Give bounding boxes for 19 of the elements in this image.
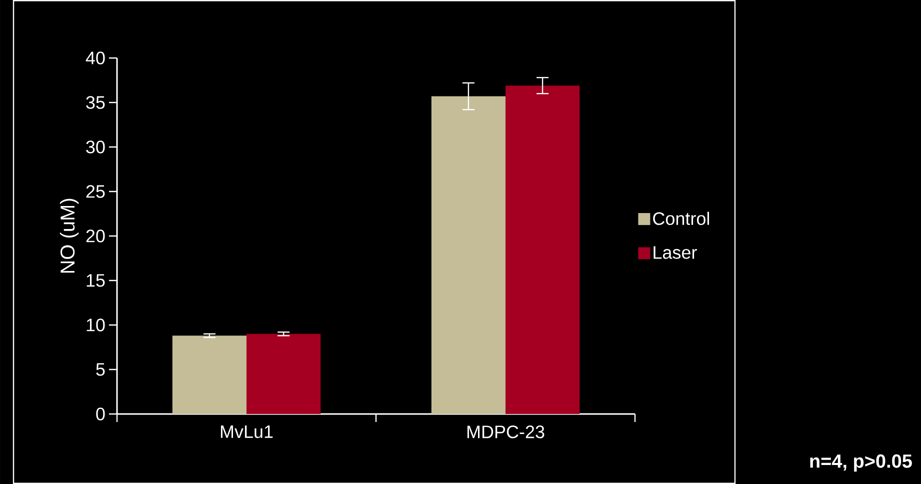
y-tick-label: 35 xyxy=(86,96,105,109)
legend-label: Laser xyxy=(654,246,697,259)
text: n=4, p>0.05 xyxy=(810,454,912,472)
legend-label: Control xyxy=(653,212,710,225)
bar xyxy=(246,334,321,414)
x-tick-label: MDPC-23 xyxy=(467,426,544,438)
y-tick-label: 30 xyxy=(86,140,105,154)
y-tick-label: 0 xyxy=(96,408,105,420)
bar xyxy=(431,96,506,414)
y-axis-title: NO (uM) xyxy=(60,198,79,273)
y-tick-label: 40 xyxy=(86,52,105,64)
bar xyxy=(505,86,580,414)
bar xyxy=(172,336,247,414)
x-tick-label: MvLu1 xyxy=(220,426,273,438)
y-tick-label: 10 xyxy=(86,318,105,332)
y-tick-label: 5 xyxy=(96,363,105,376)
y-tick-label: 25 xyxy=(86,185,105,198)
y-tick-label: 20 xyxy=(86,230,105,242)
y-tick-label: 15 xyxy=(86,274,105,287)
